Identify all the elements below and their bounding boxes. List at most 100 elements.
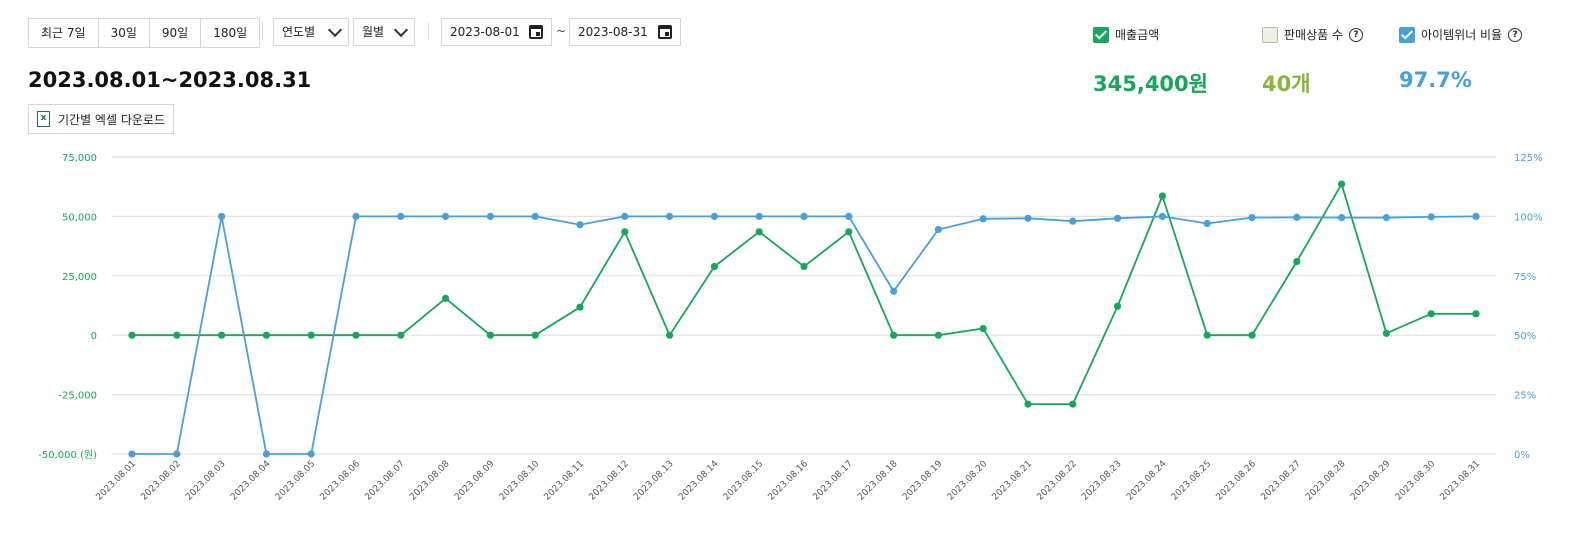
data-point bbox=[1158, 192, 1166, 200]
x-axis-tick-label: 2023.08.03 bbox=[184, 459, 228, 503]
range-7d-button[interactable]: 최근 7일 bbox=[29, 19, 99, 47]
data-point bbox=[1114, 302, 1122, 310]
right-axis-tick-label: 25% bbox=[1514, 391, 1536, 402]
x-axis-tick-label: 2023.08.17 bbox=[811, 459, 855, 503]
data-point bbox=[710, 262, 719, 271]
sales-amount-toggle[interactable]: 매출금액 bbox=[1093, 26, 1159, 43]
x-axis-tick-label: 2023.08.28 bbox=[1304, 459, 1348, 503]
data-point bbox=[666, 331, 674, 339]
data-point bbox=[755, 228, 763, 236]
data-point bbox=[173, 450, 181, 458]
data-point bbox=[576, 221, 584, 229]
data-point bbox=[1248, 331, 1256, 339]
right-axis-tick-label: 75% bbox=[1514, 272, 1536, 283]
help-icon[interactable]: ? bbox=[1349, 27, 1364, 42]
data-point bbox=[397, 212, 405, 220]
products-sold-label: 판매상품 수 bbox=[1284, 28, 1344, 42]
data-point bbox=[845, 212, 853, 220]
x-axis-tick-label: 2023.08.27 bbox=[1259, 459, 1303, 503]
checkbox-checked-icon[interactable] bbox=[1399, 26, 1415, 43]
x-axis-tick-label: 2023.08.19 bbox=[901, 459, 945, 503]
data-point bbox=[397, 331, 405, 339]
excel-download-button[interactable]: x 기간별 엑셀 다운로드 bbox=[28, 104, 174, 134]
data-point bbox=[1069, 400, 1077, 408]
year-select[interactable]: 연도별 bbox=[273, 18, 349, 46]
data-point bbox=[1472, 212, 1480, 220]
data-point bbox=[1024, 214, 1032, 222]
data-point bbox=[1382, 213, 1390, 222]
x-axis-tick-label: 2023.08.08 bbox=[408, 459, 452, 503]
x-axis-tick-label: 2023.08.10 bbox=[498, 459, 542, 503]
data-point bbox=[621, 228, 629, 236]
month-select[interactable]: 월별 bbox=[353, 18, 415, 46]
x-axis-tick-label: 2023.08.24 bbox=[1125, 459, 1169, 503]
data-point bbox=[442, 212, 450, 220]
right-axis-tick-label: 125% bbox=[1514, 153, 1543, 164]
data-point bbox=[1382, 329, 1390, 337]
data-point bbox=[531, 212, 539, 220]
data-point bbox=[442, 294, 450, 302]
x-axis-tick-label: 2023.08.05 bbox=[274, 459, 318, 503]
sales-amount-value: 345,400원 bbox=[1093, 72, 1208, 96]
help-icon[interactable]: ? bbox=[1508, 27, 1523, 42]
left-axis-tick-label: -25,000 bbox=[58, 391, 97, 402]
left-axis-tick-label: 75,000 bbox=[62, 153, 97, 164]
x-axis-tick-label: 2023.08.25 bbox=[1170, 459, 1214, 503]
range-separator: ~ bbox=[556, 24, 567, 38]
calendar-icon[interactable] bbox=[529, 25, 543, 39]
item-winner-toggle[interactable]: 아이템위너 비율 ? bbox=[1399, 26, 1523, 43]
data-point bbox=[1338, 180, 1346, 188]
products-sold-toggle[interactable]: 판매상품 수 ? bbox=[1262, 26, 1364, 43]
data-point bbox=[979, 324, 987, 333]
data-point bbox=[218, 212, 226, 220]
x-axis-tick-label: 2023.08.06 bbox=[319, 459, 363, 503]
x-axis-tick-label: 2023.08.13 bbox=[632, 459, 676, 503]
data-point bbox=[710, 212, 719, 220]
x-axis-tick-label: 2023.08.14 bbox=[677, 459, 721, 503]
data-point bbox=[979, 215, 987, 223]
checkbox-checked-icon[interactable] bbox=[1093, 26, 1109, 43]
data-point bbox=[486, 331, 494, 339]
data-point bbox=[262, 331, 270, 339]
end-date-field[interactable]: 2023-08-31 bbox=[569, 18, 681, 46]
data-point bbox=[890, 331, 898, 339]
range-30d-button[interactable]: 30일 bbox=[99, 19, 150, 47]
checkbox-unchecked-icon[interactable] bbox=[1262, 26, 1278, 43]
x-axis-tick-label: 2023.08.20 bbox=[946, 459, 990, 503]
item-winner-value: 97.7% bbox=[1399, 68, 1472, 92]
data-point bbox=[755, 212, 763, 220]
x-axis-tick-label: 2023.08.31 bbox=[1439, 459, 1483, 503]
x-axis-tick-label: 2023.08.15 bbox=[722, 459, 766, 503]
x-axis-tick-label: 2023.08.12 bbox=[587, 459, 631, 503]
data-point bbox=[307, 331, 315, 339]
start-date-value: 2023-08-01 bbox=[450, 25, 520, 39]
quick-range-group: 최근 7일 30일 90일 180일 bbox=[28, 18, 261, 48]
range-180d-button[interactable]: 180일 bbox=[213, 26, 248, 40]
divider bbox=[262, 22, 263, 40]
data-point bbox=[1248, 213, 1256, 222]
right-axis-tick-label: 50% bbox=[1514, 331, 1536, 342]
data-point bbox=[934, 331, 943, 339]
left-axis-tick-label: 25,000 bbox=[62, 272, 97, 283]
divider bbox=[428, 22, 429, 40]
x-axis-tick-label: 2023.08.02 bbox=[139, 459, 183, 503]
year-select-label: 연도별 bbox=[282, 25, 316, 39]
end-date-value: 2023-08-31 bbox=[578, 25, 648, 39]
data-point bbox=[1293, 257, 1301, 266]
data-point bbox=[486, 212, 494, 220]
data-point bbox=[128, 331, 136, 339]
x-axis-tick-label: 2023.08.22 bbox=[1035, 459, 1079, 503]
x-axis-tick-label: 2023.08.26 bbox=[1215, 459, 1259, 503]
x-axis-tick-label: 2023.08.18 bbox=[856, 459, 900, 503]
data-point bbox=[576, 303, 584, 311]
left-axis-tick-label: -50,000 (원) bbox=[38, 449, 97, 461]
calendar-icon[interactable] bbox=[658, 25, 672, 39]
range-90d-button[interactable]: 90일 bbox=[150, 19, 202, 47]
x-axis-tick-label: 2023.08.09 bbox=[453, 459, 497, 503]
sales-amount-label: 매출금액 bbox=[1115, 28, 1160, 42]
data-point bbox=[307, 450, 315, 458]
data-point bbox=[531, 331, 539, 339]
data-point bbox=[352, 331, 360, 339]
start-date-field[interactable]: 2023-08-01 bbox=[441, 18, 552, 46]
data-point bbox=[666, 212, 674, 220]
